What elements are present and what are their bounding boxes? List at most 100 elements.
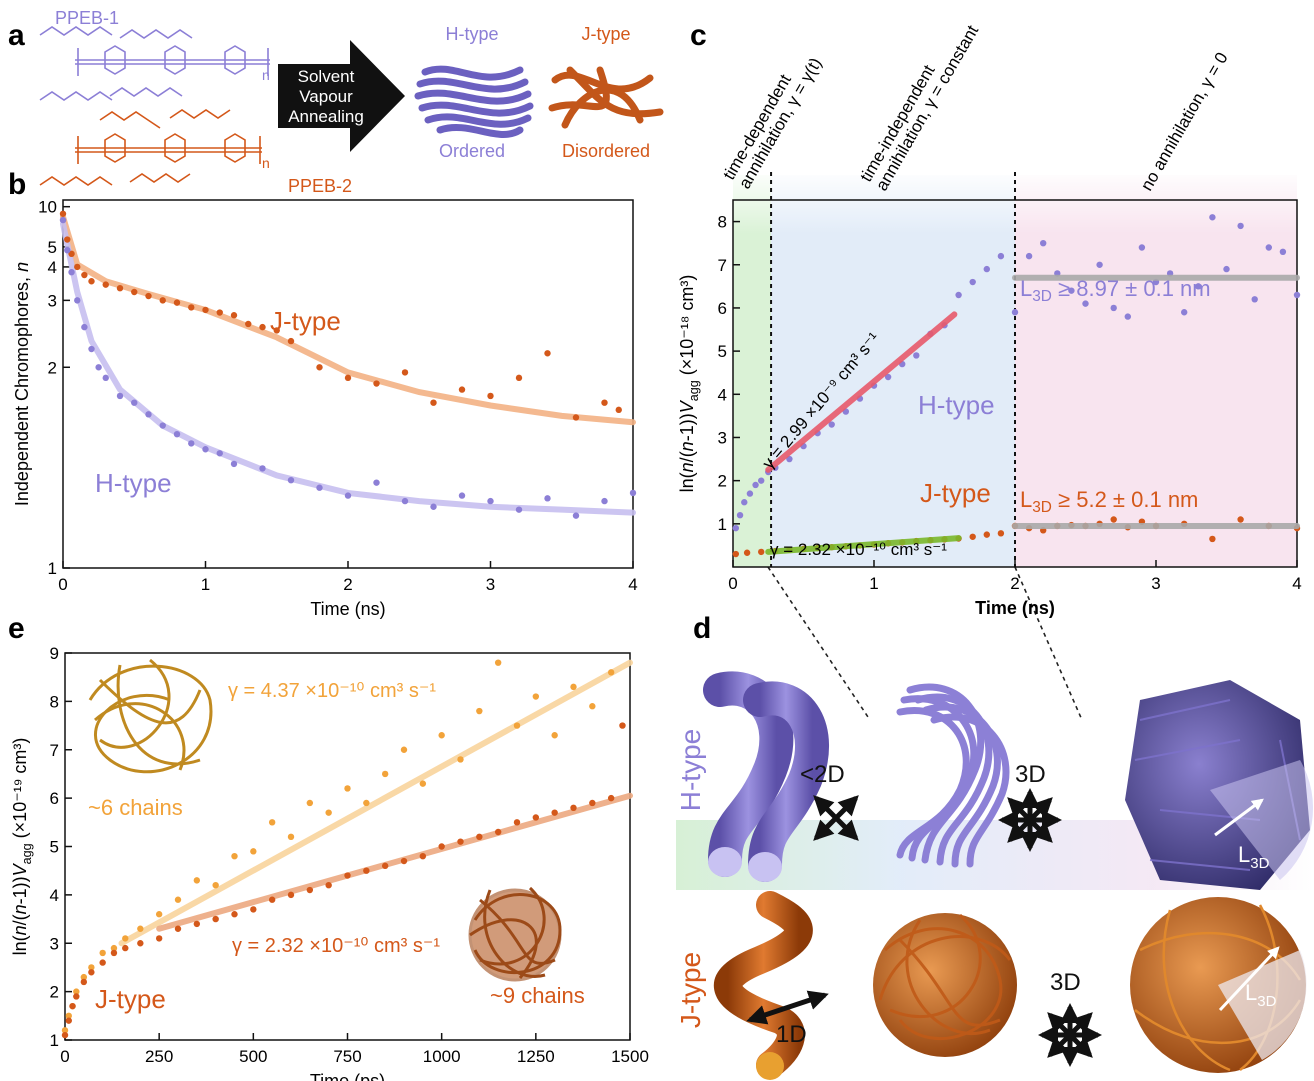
data-point bbox=[1237, 223, 1243, 229]
data-point bbox=[250, 848, 256, 854]
dimension-arrows bbox=[1002, 792, 1058, 848]
polymer-structure-part bbox=[100, 110, 230, 128]
data-point bbox=[382, 771, 388, 777]
h-aggregate-part bbox=[425, 69, 520, 77]
y-tick-label: 7 bbox=[718, 256, 727, 275]
data-point bbox=[1209, 536, 1215, 542]
panel-label: e bbox=[8, 612, 25, 645]
data-point bbox=[747, 490, 753, 496]
y-tick-label: 4 bbox=[718, 385, 727, 404]
x-tick-label: 4 bbox=[1292, 574, 1301, 593]
data-point bbox=[111, 950, 117, 956]
data-point bbox=[363, 800, 369, 806]
x-tick-label: 1250 bbox=[517, 1047, 555, 1066]
arrow-text: Vapour bbox=[299, 87, 353, 106]
morphology-name: J-type bbox=[581, 24, 630, 44]
region-label-line: no annihilation, γ = 0 bbox=[1137, 49, 1232, 194]
x-tick-label: 0 bbox=[60, 1047, 69, 1066]
text-part: agg bbox=[20, 843, 34, 864]
data-point bbox=[307, 800, 313, 806]
x-tick-label: 250 bbox=[145, 1047, 173, 1066]
zoom-connector bbox=[1015, 567, 1082, 720]
data-point bbox=[758, 549, 764, 555]
data-point bbox=[1181, 309, 1187, 315]
data-point bbox=[269, 819, 275, 825]
data-point bbox=[457, 756, 463, 762]
data-point bbox=[288, 338, 294, 344]
data-point bbox=[131, 289, 137, 295]
text-part: 3D bbox=[1032, 499, 1052, 516]
data-point bbox=[231, 853, 237, 859]
data-point bbox=[217, 450, 223, 456]
data-point bbox=[402, 369, 408, 375]
text-part: n bbox=[677, 462, 697, 472]
data-point bbox=[516, 506, 522, 512]
data-point bbox=[217, 309, 223, 315]
annotation: H-type bbox=[918, 390, 995, 420]
repeat-unit: n bbox=[262, 67, 270, 83]
data-point bbox=[487, 498, 493, 504]
data-point bbox=[459, 492, 465, 498]
data-point bbox=[589, 800, 595, 806]
x-tick-label: 1 bbox=[201, 575, 210, 594]
data-point bbox=[630, 490, 636, 496]
data-point bbox=[459, 386, 465, 392]
data-point bbox=[194, 921, 200, 927]
tube-end bbox=[756, 1052, 784, 1080]
text-part: n bbox=[10, 925, 30, 935]
data-point bbox=[737, 512, 743, 518]
data-point bbox=[288, 834, 294, 840]
data-point bbox=[325, 809, 331, 815]
data-point bbox=[970, 534, 976, 540]
data-point bbox=[741, 499, 747, 505]
data-point bbox=[60, 211, 66, 217]
data-point bbox=[259, 324, 265, 330]
data-point bbox=[970, 279, 976, 285]
h-domain bbox=[1125, 680, 1313, 890]
data-point bbox=[1125, 313, 1131, 319]
data-point bbox=[601, 498, 607, 504]
data-point bbox=[156, 935, 162, 941]
tube-end bbox=[708, 847, 742, 877]
data-point bbox=[514, 819, 520, 825]
data-point bbox=[476, 708, 482, 714]
y-tick-label: 1 bbox=[48, 559, 57, 578]
data-point bbox=[1026, 253, 1032, 259]
data-point bbox=[373, 479, 379, 485]
row-label: J-type bbox=[675, 952, 706, 1028]
dimension-label: 3D bbox=[1050, 969, 1081, 996]
data-point bbox=[1294, 292, 1300, 298]
data-point bbox=[955, 292, 961, 298]
x-tick-label: 2 bbox=[1010, 574, 1019, 593]
data-point bbox=[533, 814, 539, 820]
length-label-main: L bbox=[1245, 980, 1257, 1005]
data-point bbox=[117, 285, 123, 291]
data-point bbox=[174, 299, 180, 305]
six-chain-aggregate-part bbox=[95, 680, 200, 770]
dimension-label: 3D bbox=[1015, 761, 1046, 788]
y-axis-label: Independent Chromophores, n bbox=[12, 262, 32, 506]
x-axis-label: Time (ns) bbox=[310, 599, 385, 619]
data-point bbox=[288, 477, 294, 483]
x-tick-label: 3 bbox=[1151, 574, 1160, 593]
x-tick-label: 4 bbox=[628, 575, 637, 594]
data-point bbox=[231, 312, 237, 318]
data-point bbox=[984, 531, 990, 537]
y-axis-label: ln(n/(n-1))Vagg (×10⁻¹⁸ cm³) bbox=[677, 275, 701, 493]
data-point bbox=[137, 926, 143, 932]
data-point bbox=[259, 465, 265, 471]
y-tick-label: 8 bbox=[718, 213, 727, 232]
j-tangle bbox=[873, 913, 1017, 1057]
length-label-sub: 3D bbox=[1257, 993, 1276, 1010]
data-point bbox=[99, 950, 105, 956]
data-point bbox=[401, 858, 407, 864]
data-point bbox=[1223, 266, 1229, 272]
arrow-text: Solvent bbox=[298, 67, 355, 86]
data-point bbox=[1252, 296, 1258, 302]
data-point bbox=[81, 272, 87, 278]
h-aggregate-part bbox=[422, 105, 530, 113]
data-point bbox=[316, 485, 322, 491]
x-tick-label: 1 bbox=[869, 574, 878, 593]
plot-frame bbox=[63, 200, 633, 568]
panel-label: a bbox=[8, 19, 25, 52]
